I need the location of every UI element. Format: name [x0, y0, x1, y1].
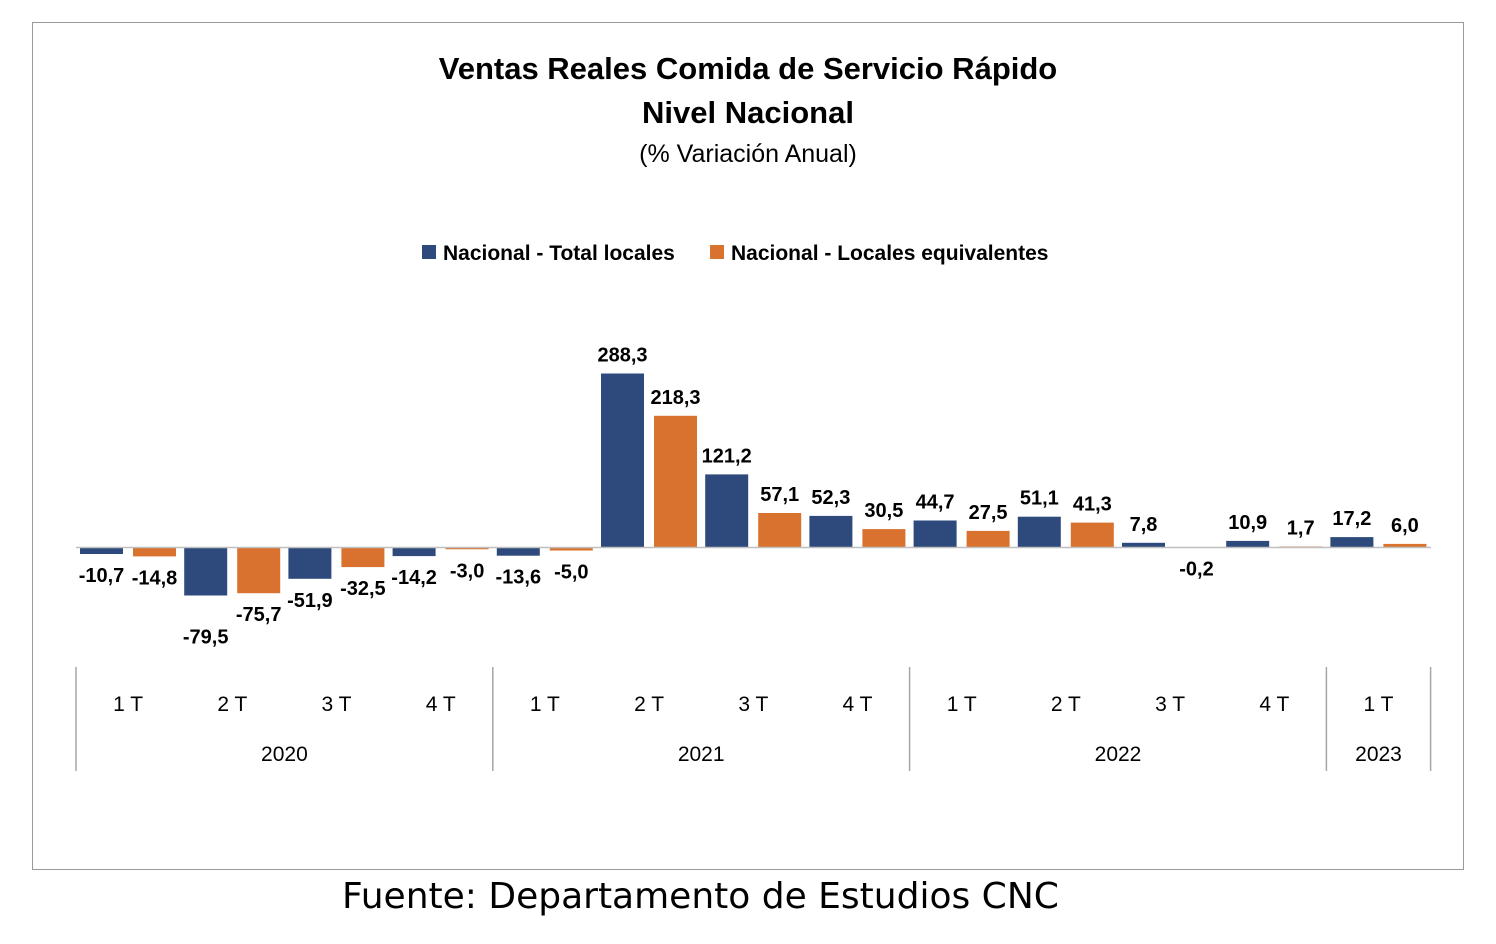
data-label-total-locales-2: -51,9	[287, 590, 333, 612]
bar-total-locales-7	[809, 515, 853, 548]
source-note: Fuente: Departamento de Estudios CNC	[342, 876, 1059, 917]
category-label-7: 4 T	[843, 693, 873, 716]
category-label-2: 3 T	[322, 693, 352, 716]
chart-title: Ventas Reales Comida de Servicio Rápido	[439, 51, 1058, 86]
bar-total-locales-12	[1330, 537, 1374, 548]
bar-total-locales-6	[705, 474, 749, 548]
data-label-locales-equivalentes-12: 6,0	[1391, 515, 1419, 537]
bar-locales-equivalentes-1	[237, 547, 281, 594]
bar-total-locales-4	[496, 547, 540, 556]
category-label-11: 4 T	[1259, 693, 1289, 716]
bar-total-locales-11	[1226, 540, 1270, 548]
bar-total-locales-10	[1122, 542, 1165, 548]
category-label-9: 2 T	[1051, 693, 1081, 716]
data-label-locales-equivalentes-5: 218,3	[650, 387, 700, 409]
legend-swatch-equivalentes	[710, 245, 724, 259]
bar-total-locales-0	[80, 547, 123, 554]
legend: Nacional - Total locales Nacional - Loca…	[422, 242, 1048, 265]
category-label-12: 1 T	[1364, 693, 1394, 716]
bar-locales-equivalentes-12	[1383, 543, 1427, 548]
year-label-2023: 2023	[1355, 743, 1402, 766]
bar-locales-equivalentes-3	[445, 547, 489, 550]
data-label-total-locales-11: 10,9	[1228, 512, 1267, 534]
bar-total-locales-8	[913, 520, 957, 548]
chart-frame	[32, 22, 1464, 870]
data-labels-layer: -10,7 -14,8-79,5-75,7-51,9-32,5 -14,2 -3,0-…	[79, 345, 1419, 649]
legend-swatch-total	[422, 245, 436, 259]
data-label-locales-equivalentes-4: -5,0	[554, 562, 588, 584]
chart-subtitle: (% Variación Anual)	[639, 140, 857, 168]
data-label-total-locales-0: -10,7	[79, 565, 125, 587]
bar-total-locales-9	[1017, 516, 1061, 548]
bar-locales-equivalentes-0	[133, 547, 176, 557]
legend-label-equivalentes: Nacional - Locales equivalentes	[731, 242, 1048, 265]
bar-locales-equivalentes-9	[1070, 522, 1114, 548]
bars-layer	[80, 373, 1427, 596]
data-label-locales-equivalentes-11: 1,7	[1287, 518, 1315, 540]
bar-locales-equivalentes-6	[758, 513, 802, 548]
data-label-total-locales-9: 51,1	[1020, 488, 1059, 510]
bar-locales-equivalentes-7	[862, 529, 906, 548]
data-label-locales-equivalentes-0: -14,8	[132, 567, 178, 589]
data-label-total-locales-10: 7,8	[1130, 514, 1158, 536]
data-label-total-locales-8: 44,7	[916, 492, 955, 514]
bar-total-locales-2	[288, 547, 332, 579]
data-label-total-locales-5: 288,3	[597, 345, 647, 367]
category-label-6: 3 T	[738, 693, 768, 716]
data-label-total-locales-3: -14,2	[391, 567, 437, 589]
data-label-total-locales-7: 52,3	[811, 487, 850, 509]
data-label-total-locales-12: 17,2	[1332, 508, 1371, 530]
category-label-8: 1 T	[947, 693, 977, 716]
data-label-locales-equivalentes-6: 57,1	[760, 484, 799, 506]
data-label-locales-equivalentes-10: -0,2	[1179, 559, 1213, 581]
bar-locales-equivalentes-5	[654, 415, 697, 548]
bar-total-locales-5	[601, 373, 644, 548]
data-label-locales-equivalentes-9: 41,3	[1073, 494, 1112, 516]
bar-total-locales-1	[184, 547, 228, 596]
year-label-2022: 2022	[1095, 743, 1142, 766]
year-label-2020: 2020	[261, 743, 308, 766]
data-label-total-locales-4: -13,6	[496, 567, 542, 589]
bar-locales-equivalentes-4	[549, 547, 593, 551]
data-label-total-locales-6: 121,2	[702, 445, 752, 467]
data-label-locales-equivalentes-3: -3,0	[450, 560, 484, 582]
category-label-3: 4 T	[426, 693, 456, 716]
data-label-locales-equivalentes-1: -75,7	[236, 604, 282, 626]
category-label-1: 2 T	[217, 693, 247, 716]
category-label-4: 1 T	[530, 693, 560, 716]
bar-locales-equivalentes-2	[341, 547, 385, 568]
chart-title-line2: Nivel Nacional	[642, 95, 854, 130]
bar-chart: Ventas Reales Comida de Servicio Rápido …	[75, 51, 1432, 771]
legend-label-total: Nacional - Total locales	[443, 242, 675, 265]
category-label-5: 2 T	[634, 693, 664, 716]
year-label-2021: 2021	[678, 743, 725, 766]
data-label-locales-equivalentes-7: 30,5	[864, 500, 903, 522]
data-label-locales-equivalentes-8: 27,5	[969, 502, 1008, 524]
category-label-10: 3 T	[1155, 693, 1185, 716]
category-label-0: 1 T	[113, 693, 143, 716]
bar-total-locales-3	[392, 547, 436, 557]
data-label-total-locales-1: -79,5	[183, 627, 229, 649]
bar-locales-equivalentes-8	[966, 530, 1010, 548]
category-axis: 1 T 2 T 3 T 4 T 1 T 2 T 3 T 4 T 1 T 2 T 3 T 4 T 1 T 2…	[75, 667, 1432, 771]
data-label-locales-equivalentes-2: -32,5	[340, 578, 386, 600]
